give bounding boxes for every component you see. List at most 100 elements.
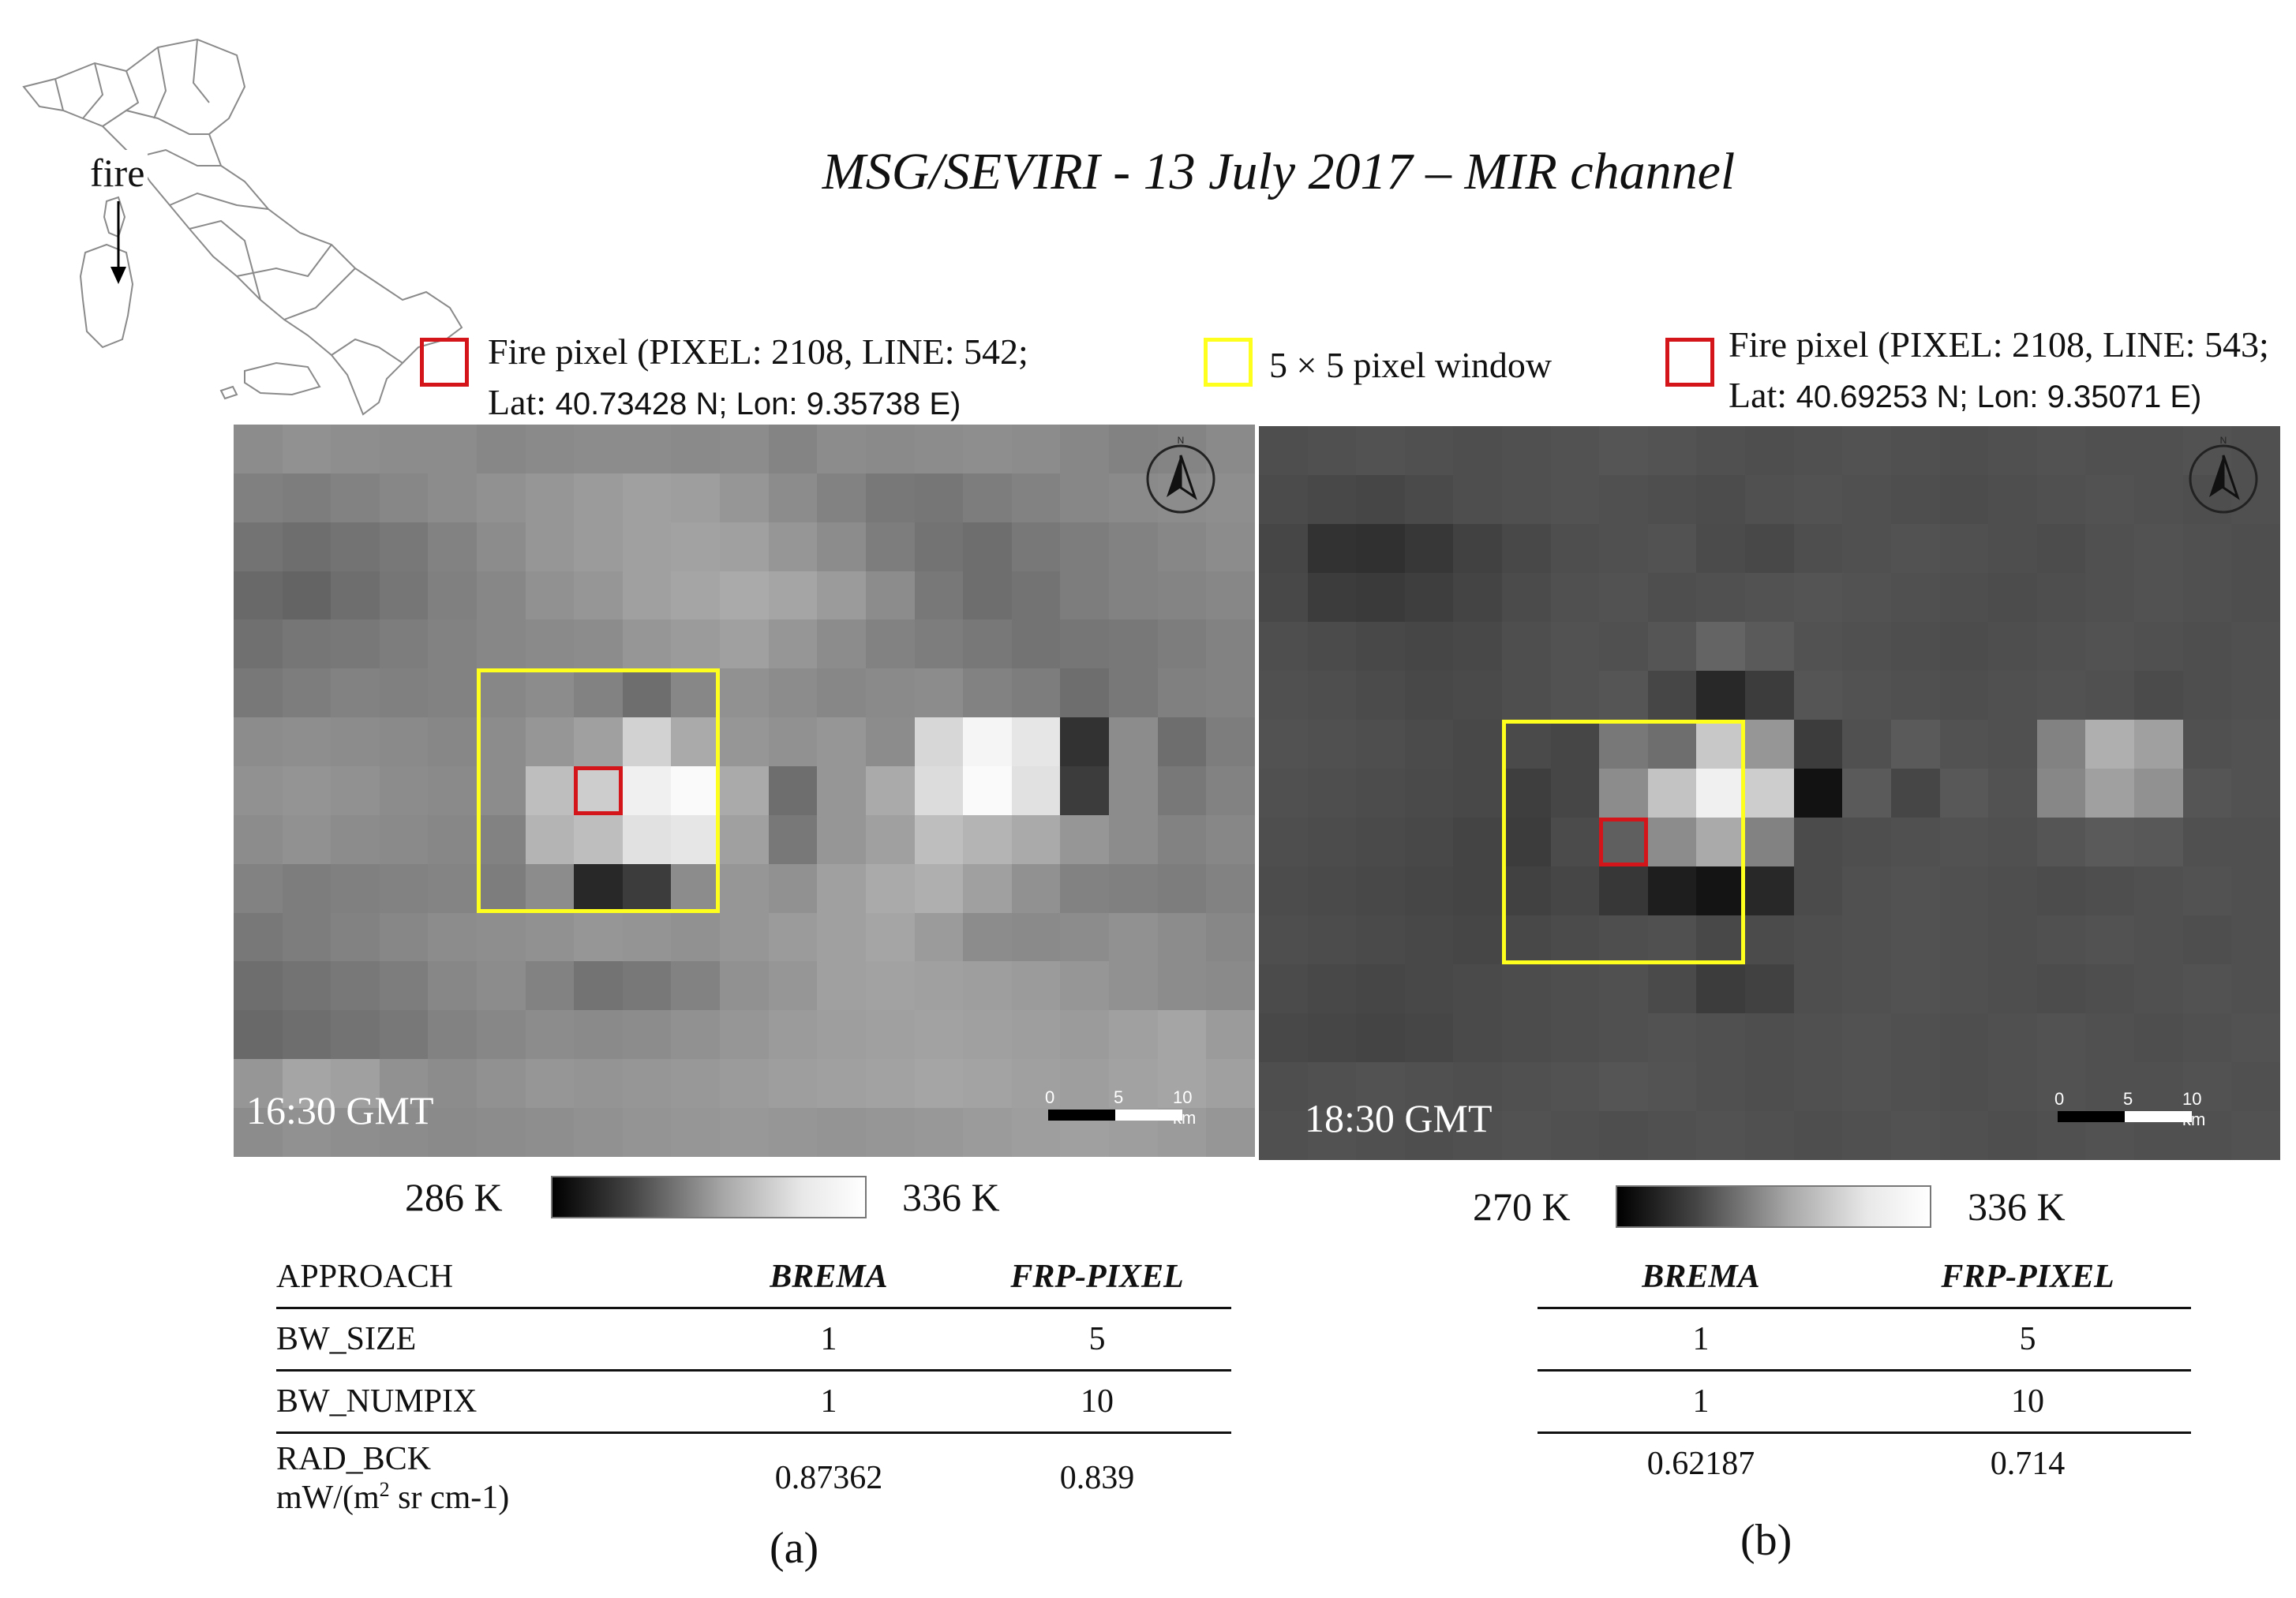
pixel-cell (1307, 1013, 1357, 1062)
pixel-cell (1206, 961, 1255, 1011)
pixel-cell (720, 425, 769, 473)
italy-inset-map: fire (8, 16, 474, 418)
pixel-cell (1157, 668, 1207, 718)
table-a-row0-brema: 1 (695, 1308, 963, 1372)
pixel-cell (2231, 671, 2280, 720)
pixel-cell (2133, 818, 2183, 866)
pixel-cell (282, 863, 331, 913)
pixel-cell (477, 522, 526, 571)
pixel-cell (1745, 1111, 1794, 1160)
pixel-cell (817, 522, 866, 571)
pixel-cell (2231, 915, 2280, 964)
pixel-cell (428, 717, 478, 767)
pixel-cell (914, 717, 964, 767)
pixel-cell (817, 473, 866, 522)
pixel-cell (1259, 1111, 1308, 1160)
pixel-cell (1060, 814, 1109, 864)
pixel-cell (574, 522, 623, 571)
pixel-cell (1842, 1062, 1891, 1111)
pixel-cell (1108, 473, 1158, 522)
pixel-cell (1307, 1111, 1357, 1160)
pixel-cell (1206, 1059, 1255, 1109)
pixel-cell (1696, 866, 1746, 915)
pixel-cell (1404, 573, 1454, 622)
pixel-cell (331, 619, 380, 669)
pixel-cell (963, 619, 1012, 669)
pixel-cell (865, 571, 915, 620)
pixel-cell (671, 1108, 721, 1157)
pixel-cell (1842, 426, 1891, 475)
pixel-cell (1842, 1111, 1891, 1160)
pixel-cell (1696, 475, 1746, 524)
pixel-cell (2231, 1111, 2280, 1160)
pixel-cell (1307, 915, 1357, 964)
pixel-cell (622, 1010, 672, 1060)
pixel-cell (234, 766, 283, 815)
pixel-cell (525, 814, 575, 864)
table-a-row1-brema: 1 (695, 1370, 963, 1434)
pixel-cell (282, 619, 331, 669)
pixel-cell (525, 1108, 575, 1157)
pixel-cell (477, 863, 526, 913)
pixel-cell (1356, 964, 1405, 1013)
pixel-cell (1259, 426, 1308, 475)
pixel-cell (1259, 671, 1308, 720)
colorbar-b-min: 270 K (1473, 1184, 1571, 1229)
panel-a-scale-10: 10 km (1173, 1087, 1197, 1128)
pixel-cell (1011, 1059, 1061, 1109)
pixel-cell (1793, 1111, 1843, 1160)
pixel-cell (720, 619, 769, 669)
pixel-cell (865, 961, 915, 1011)
pixel-cell (2085, 671, 2134, 720)
pixel-cell (865, 619, 915, 669)
pixel-cell (1453, 426, 1503, 475)
pixel-cell (1502, 426, 1551, 475)
pixel-cell (963, 473, 1012, 522)
pixel-cell (1259, 818, 1308, 866)
pixel-cell (1502, 818, 1551, 866)
legend-left-lat-prefix: Lat: (488, 382, 556, 422)
pixel-cell (525, 766, 575, 815)
pixel-cell (1939, 964, 1989, 1013)
pixel-cell (671, 863, 721, 913)
pixel-cell (574, 425, 623, 473)
pixel-cell (1647, 769, 1697, 818)
pixel-cell (1988, 720, 2037, 769)
pixel-cell (622, 1059, 672, 1109)
pixel-cell (1842, 818, 1891, 866)
pixel-cell (1793, 622, 1843, 671)
pixel-cell (2133, 1013, 2183, 1062)
pixel-cell (622, 425, 672, 473)
pixel-cell (1550, 866, 1600, 915)
pixel-cell (379, 571, 429, 620)
pixel-cell (1599, 915, 1648, 964)
pixel-cell (865, 1108, 915, 1157)
pixel-cell (1550, 622, 1600, 671)
pixel-cell (1890, 720, 1940, 769)
table-row: BW_SIZE 1 5 (276, 1308, 1231, 1372)
pixel-cell (428, 1059, 478, 1109)
table-b-row0-brema: 1 (1538, 1308, 1864, 1372)
pixel-cell (331, 473, 380, 522)
pixel-cell (234, 522, 283, 571)
pixel-cell (963, 814, 1012, 864)
colorbar-a-max: 336 K (902, 1175, 1000, 1219)
pixel-cell (1060, 1059, 1109, 1109)
pixel-cell (1356, 818, 1405, 866)
pixel-cell (1647, 915, 1697, 964)
pixel-cell (1157, 1059, 1207, 1109)
pixel-cell (2133, 426, 2183, 475)
pixel-cell (1011, 863, 1061, 913)
pixel-cell (379, 1108, 429, 1157)
unit-sup: 2 (379, 1477, 390, 1501)
pixel-cell (1259, 915, 1308, 964)
pixel-cell (1453, 524, 1503, 573)
pixel-cell (1745, 622, 1794, 671)
pixel-cell (2231, 720, 2280, 769)
table-b-row1-brema: 1 (1538, 1370, 1864, 1434)
pixel-cell (1988, 1062, 2037, 1111)
pixel-cell (671, 473, 721, 522)
pixel-cell (1307, 866, 1357, 915)
pixel-cell (817, 766, 866, 815)
pixel-cell (234, 863, 283, 913)
